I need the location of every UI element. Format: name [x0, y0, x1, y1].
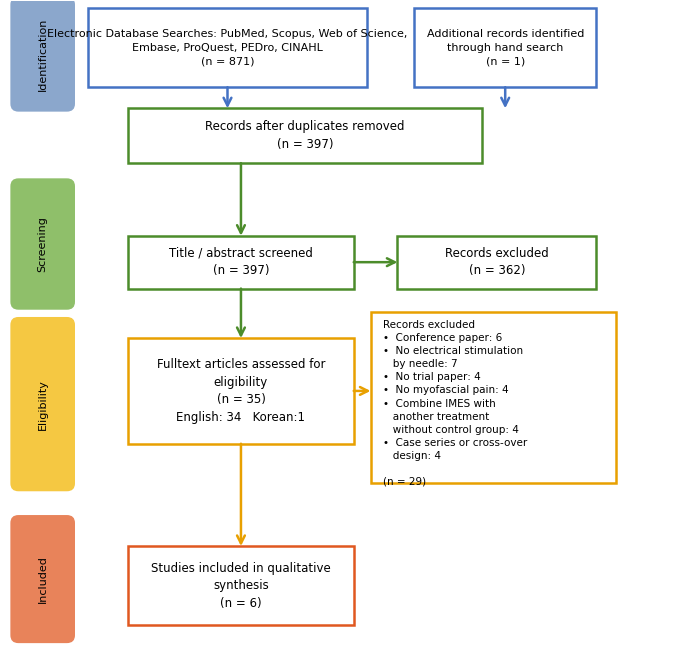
- FancyBboxPatch shape: [128, 108, 482, 163]
- Text: Records after duplicates removed
(n = 397): Records after duplicates removed (n = 39…: [206, 121, 405, 151]
- Text: Title / abstract screened
(n = 397): Title / abstract screened (n = 397): [169, 247, 313, 277]
- Text: Studies included in qualitative
synthesis
(n = 6): Studies included in qualitative synthesi…: [151, 562, 331, 610]
- FancyBboxPatch shape: [397, 236, 596, 288]
- Text: Identification: Identification: [38, 17, 48, 91]
- FancyBboxPatch shape: [10, 515, 75, 643]
- FancyBboxPatch shape: [414, 8, 596, 88]
- Text: Eligibility: Eligibility: [38, 379, 48, 430]
- Text: Additional records identified
through hand search
(n = 1): Additional records identified through ha…: [427, 29, 584, 66]
- FancyBboxPatch shape: [128, 546, 353, 625]
- Text: Electronic Database Searches: PubMed, Scopus, Web of Science,
Embase, ProQuest, : Electronic Database Searches: PubMed, Sc…: [47, 29, 408, 66]
- FancyBboxPatch shape: [10, 0, 75, 111]
- Text: Records excluded
(n = 362): Records excluded (n = 362): [445, 247, 549, 277]
- FancyBboxPatch shape: [128, 236, 353, 288]
- FancyBboxPatch shape: [371, 312, 616, 483]
- FancyBboxPatch shape: [88, 8, 367, 88]
- Text: Records excluded
•  Conference paper: 6
•  No electrical stimulation
   by needl: Records excluded • Conference paper: 6 •…: [383, 320, 527, 487]
- FancyBboxPatch shape: [10, 178, 75, 310]
- Text: Fulltext articles assessed for
eligibility
(n = 35)
English: 34   Korean:1: Fulltext articles assessed for eligibili…: [157, 358, 325, 424]
- Text: Screening: Screening: [38, 216, 48, 272]
- Text: Included: Included: [38, 555, 48, 603]
- FancyBboxPatch shape: [128, 338, 353, 444]
- FancyBboxPatch shape: [10, 317, 75, 491]
